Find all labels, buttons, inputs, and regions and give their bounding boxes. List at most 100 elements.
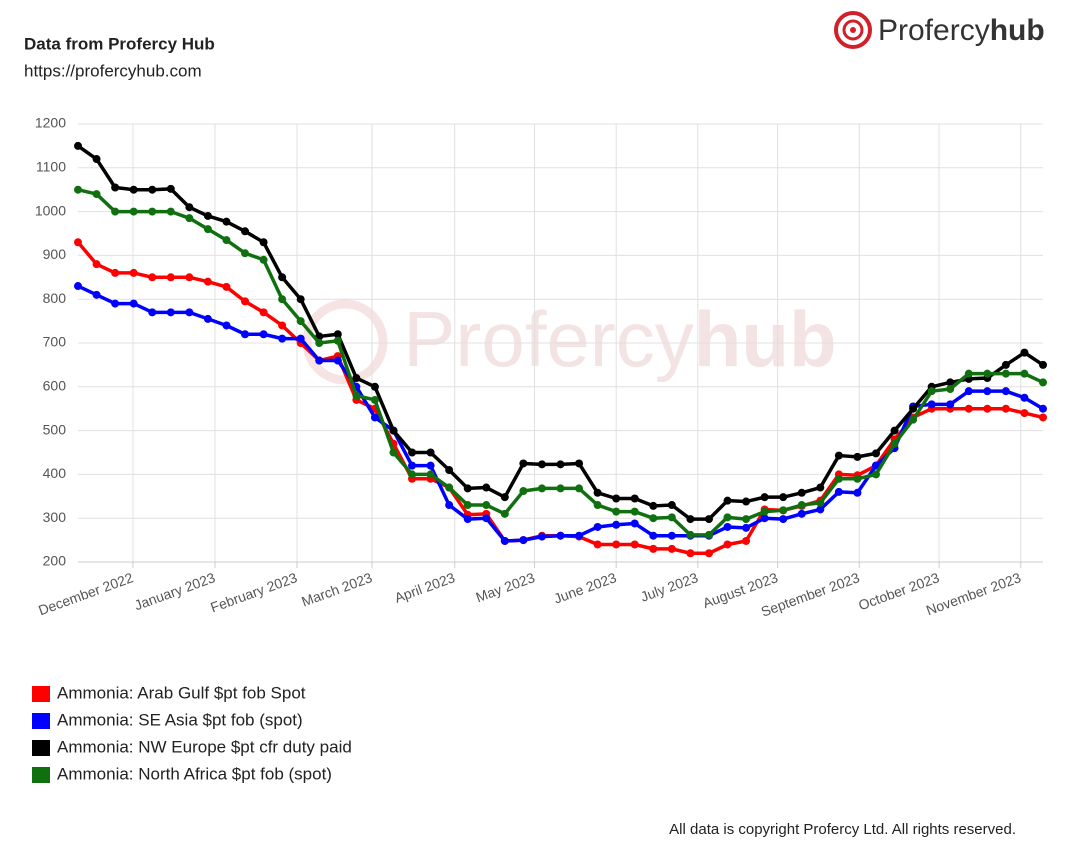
point bbox=[1039, 360, 1047, 369]
y-tick-label: 800 bbox=[43, 290, 67, 306]
x-tick-label: July 2023 bbox=[638, 569, 700, 605]
point bbox=[723, 496, 732, 505]
point bbox=[649, 531, 658, 540]
y-tick-label: 1200 bbox=[35, 115, 66, 131]
point bbox=[834, 487, 843, 496]
point bbox=[148, 308, 157, 317]
point bbox=[667, 513, 676, 522]
point bbox=[946, 400, 955, 409]
point bbox=[370, 382, 379, 391]
point bbox=[111, 207, 120, 216]
legend-swatch bbox=[32, 713, 50, 729]
point bbox=[278, 334, 287, 343]
point bbox=[463, 501, 472, 510]
point bbox=[408, 448, 417, 457]
point bbox=[871, 461, 880, 470]
point bbox=[593, 522, 602, 531]
point bbox=[222, 282, 231, 291]
point bbox=[983, 369, 992, 378]
legend-label: Ammonia: Arab Gulf $pt fob Spot bbox=[57, 683, 306, 702]
point bbox=[185, 273, 194, 282]
point bbox=[686, 515, 695, 524]
point bbox=[500, 536, 509, 545]
point bbox=[853, 488, 862, 497]
point bbox=[649, 501, 658, 510]
point bbox=[556, 460, 565, 469]
point bbox=[259, 308, 268, 317]
header-url: https://profercyhub.com bbox=[24, 61, 202, 80]
watermark-name: Profercy bbox=[403, 295, 693, 383]
point bbox=[1001, 387, 1010, 396]
point bbox=[259, 330, 268, 339]
point bbox=[704, 549, 713, 558]
point bbox=[426, 448, 435, 457]
point bbox=[1039, 413, 1047, 422]
point bbox=[1001, 404, 1010, 413]
point bbox=[834, 474, 843, 483]
point bbox=[74, 282, 82, 291]
point bbox=[649, 544, 658, 553]
point bbox=[1020, 348, 1029, 357]
point bbox=[1020, 393, 1029, 402]
point bbox=[909, 415, 918, 424]
footer: All data is copyright Profercy Ltd. All … bbox=[669, 821, 1016, 838]
point bbox=[779, 506, 788, 515]
point bbox=[500, 493, 509, 502]
point bbox=[166, 184, 175, 193]
point bbox=[797, 501, 806, 510]
point bbox=[500, 509, 509, 518]
point bbox=[983, 387, 992, 396]
point bbox=[278, 321, 287, 330]
legend-swatch bbox=[32, 740, 50, 756]
point bbox=[389, 426, 398, 435]
y-tick-label: 200 bbox=[43, 553, 67, 569]
point bbox=[333, 356, 342, 365]
point bbox=[723, 513, 732, 522]
point bbox=[612, 540, 621, 549]
y-tick-label: 700 bbox=[43, 334, 67, 350]
point bbox=[445, 501, 454, 510]
point bbox=[1020, 409, 1029, 418]
point bbox=[203, 211, 212, 220]
point bbox=[871, 470, 880, 479]
point bbox=[166, 207, 175, 216]
point bbox=[686, 549, 695, 558]
point bbox=[946, 384, 955, 393]
point bbox=[74, 238, 82, 247]
point bbox=[519, 536, 528, 545]
point bbox=[556, 484, 565, 493]
point bbox=[1020, 369, 1029, 378]
point bbox=[426, 461, 435, 470]
point bbox=[148, 185, 157, 194]
point bbox=[630, 494, 639, 503]
legend-label: Ammonia: North Africa $pt fob (spot) bbox=[57, 764, 332, 783]
point bbox=[909, 404, 918, 413]
logo-name: Profercy bbox=[878, 14, 990, 47]
point bbox=[630, 519, 639, 528]
point bbox=[556, 531, 565, 540]
point bbox=[352, 374, 361, 383]
point bbox=[537, 532, 546, 541]
point bbox=[612, 520, 621, 529]
point bbox=[352, 391, 361, 400]
point bbox=[816, 505, 825, 514]
y-tick-label: 500 bbox=[43, 421, 67, 437]
point bbox=[370, 395, 379, 404]
point bbox=[760, 493, 769, 502]
legend-swatch bbox=[32, 767, 50, 783]
point bbox=[667, 544, 676, 553]
point bbox=[259, 255, 268, 264]
watermark: Profercyhub bbox=[403, 295, 836, 383]
point bbox=[111, 299, 120, 308]
point bbox=[278, 295, 287, 304]
point bbox=[315, 339, 324, 347]
y-tick-label: 400 bbox=[43, 465, 67, 481]
point bbox=[389, 448, 398, 457]
point bbox=[1039, 378, 1047, 387]
point bbox=[742, 523, 751, 532]
legend-label: Ammonia: NW Europe $pt cfr duty paid bbox=[57, 737, 352, 756]
point bbox=[927, 387, 936, 396]
point bbox=[185, 308, 194, 317]
header-title: Data from Profercy Hub bbox=[24, 34, 215, 53]
